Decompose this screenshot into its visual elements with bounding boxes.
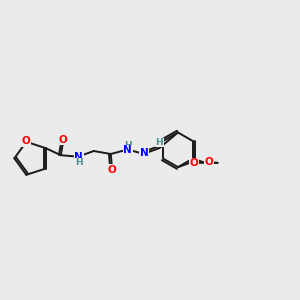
Text: H: H	[155, 138, 163, 147]
Text: O: O	[21, 136, 30, 146]
Text: N: N	[140, 148, 148, 158]
Text: N: N	[124, 145, 132, 155]
Text: O: O	[205, 157, 213, 167]
Text: H: H	[75, 158, 82, 167]
Text: O: O	[190, 158, 198, 169]
Text: O: O	[59, 135, 68, 145]
Text: O: O	[108, 165, 116, 175]
Text: N: N	[74, 152, 83, 162]
Text: H: H	[124, 141, 132, 150]
